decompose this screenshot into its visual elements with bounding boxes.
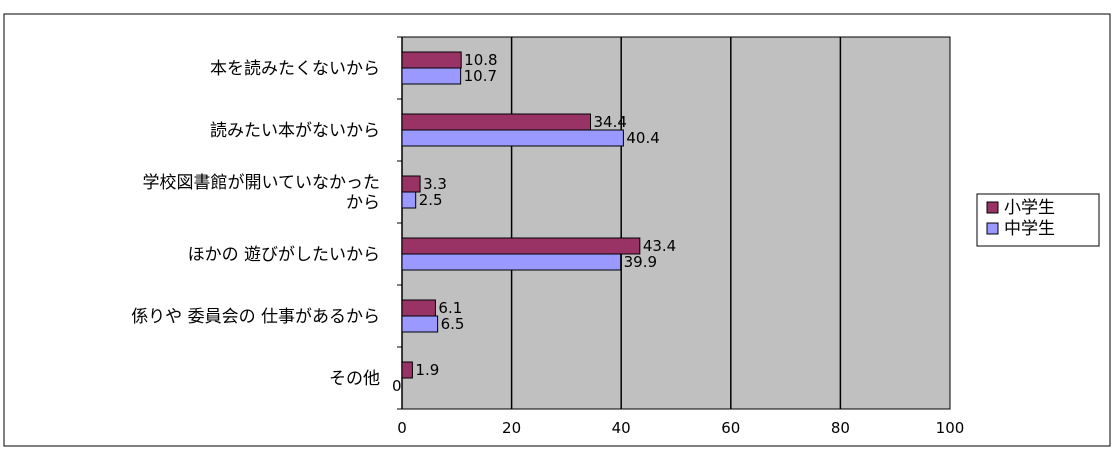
data-label: 43.4 xyxy=(643,237,676,255)
data-label: 10.7 xyxy=(464,67,497,85)
x-tick-label: 0 xyxy=(397,419,407,437)
bar-junior-high xyxy=(401,67,462,85)
bar-junior-high xyxy=(401,191,417,209)
data-label: 40.4 xyxy=(626,129,659,147)
x-tick-label: 100 xyxy=(936,419,965,437)
category-label: 学校図書館が開いていなかった xyxy=(143,173,381,193)
legend-swatch xyxy=(986,201,999,214)
bar-junior-high xyxy=(401,315,439,333)
data-label: 39.9 xyxy=(624,253,657,271)
data-label: 6.5 xyxy=(441,315,465,333)
data-label: 0 xyxy=(392,377,402,395)
category-label: ほかの 遊びがしたいから xyxy=(188,245,380,265)
legend-swatch xyxy=(986,222,999,235)
bar-elementary xyxy=(401,237,641,255)
data-label: 2.5 xyxy=(419,191,443,209)
data-labels: 10.810.7 34.440.4 3.32.5 43.439.9 6.16.5 1.9 0 xyxy=(392,51,676,395)
data-label: 6.1 xyxy=(438,299,462,317)
x-tick-label: 40 xyxy=(612,419,631,437)
data-label: 10.8 xyxy=(464,51,497,69)
bar-junior-high xyxy=(401,253,622,271)
legend-label: 中学生 xyxy=(1004,219,1055,239)
value-axis-labels: 0 20 40 60 80 100 xyxy=(397,419,964,437)
plot-area xyxy=(397,36,951,410)
bar-elementary xyxy=(401,113,592,131)
plot-background xyxy=(401,36,951,410)
category-label: から xyxy=(346,193,380,213)
bar-elementary xyxy=(401,175,421,193)
bar-elementary xyxy=(401,361,413,379)
category-axis-labels: 本を読みたくないから読みたい本がないから学校図書館が開いていなかったからほかの … xyxy=(131,59,380,389)
category-label: 読みたい本がないから xyxy=(210,121,380,141)
x-tick-label: 20 xyxy=(502,419,521,437)
bar-elementary xyxy=(401,51,462,69)
data-label: 34.4 xyxy=(594,113,627,131)
legend-label: 小学生 xyxy=(1004,198,1055,218)
category-label: その他 xyxy=(329,369,380,389)
bar-junior-high xyxy=(401,129,624,147)
x-tick-label: 80 xyxy=(831,419,850,437)
x-tick-label: 60 xyxy=(721,419,740,437)
data-label: 1.9 xyxy=(415,361,439,379)
bar-elementary xyxy=(401,299,436,317)
category-label: 係りや 委員会の 仕事があるから xyxy=(131,307,380,327)
category-label: 本を読みたくないから xyxy=(210,59,380,79)
data-label: 3.3 xyxy=(423,175,447,193)
